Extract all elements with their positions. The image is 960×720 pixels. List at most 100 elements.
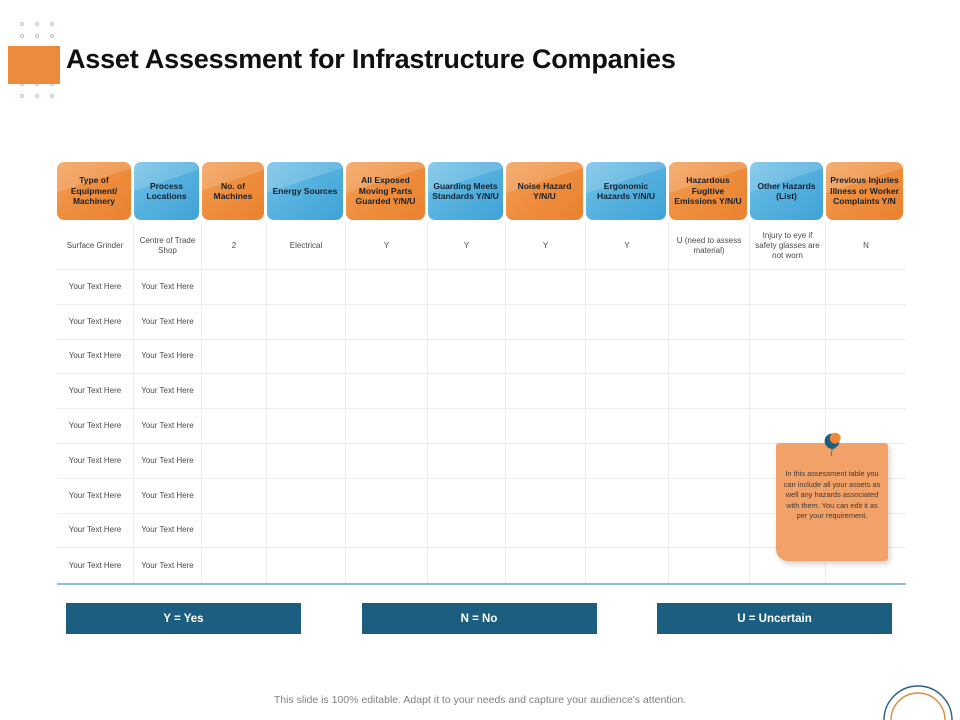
table-cell[interactable] — [346, 409, 428, 444]
table-cell[interactable] — [267, 304, 346, 340]
table-cell[interactable] — [506, 409, 586, 444]
table-cell[interactable] — [428, 270, 506, 305]
table-cell[interactable] — [267, 513, 346, 549]
table-cell[interactable] — [826, 374, 906, 410]
table-cell[interactable]: Your Text Here — [57, 478, 134, 514]
table-cell[interactable] — [826, 270, 906, 305]
table-cell[interactable] — [202, 443, 267, 479]
table-cell[interactable]: Your Text Here — [134, 548, 202, 584]
table-cell[interactable] — [506, 478, 586, 514]
table-cell[interactable] — [669, 339, 750, 375]
table-cell[interactable] — [346, 548, 428, 584]
table-cell[interactable] — [346, 513, 428, 549]
table-cell[interactable] — [750, 270, 826, 305]
table-cell[interactable] — [506, 270, 586, 305]
table-cell[interactable] — [267, 374, 346, 410]
table-cell[interactable] — [428, 374, 506, 410]
table-cell[interactable] — [346, 304, 428, 340]
table-cell[interactable] — [267, 548, 346, 584]
table-cell[interactable] — [669, 548, 750, 584]
table-cell[interactable] — [586, 374, 669, 410]
table-cell[interactable]: Y — [586, 222, 669, 270]
table-column-header[interactable]: Type of Equipment/ Machinery — [57, 162, 131, 220]
table-cell[interactable]: Your Text Here — [57, 304, 134, 340]
table-cell[interactable] — [586, 513, 669, 549]
table-cell[interactable]: Your Text Here — [134, 304, 202, 340]
table-cell[interactable]: U (need to assess material) — [669, 222, 750, 270]
table-cell[interactable] — [202, 339, 267, 375]
table-cell[interactable] — [202, 270, 267, 305]
table-cell[interactable] — [669, 270, 750, 305]
table-cell[interactable]: Your Text Here — [57, 513, 134, 549]
table-cell[interactable] — [428, 513, 506, 549]
legend-bar[interactable]: U = Uncertain — [657, 603, 892, 634]
table-cell[interactable]: Your Text Here — [134, 409, 202, 444]
table-cell[interactable]: 2 — [202, 222, 267, 270]
table-cell[interactable] — [267, 478, 346, 514]
table-cell[interactable] — [669, 513, 750, 549]
table-cell[interactable]: Your Text Here — [134, 374, 202, 410]
table-cell[interactable] — [506, 443, 586, 479]
table-column-header[interactable]: Noise Hazard Y/N/U — [506, 162, 583, 220]
table-column-header[interactable]: All Exposed Moving Parts Guarded Y/N/U — [346, 162, 425, 220]
table-cell[interactable]: Your Text Here — [57, 339, 134, 375]
table-cell[interactable]: Your Text Here — [57, 270, 134, 305]
table-cell[interactable] — [669, 374, 750, 410]
table-cell[interactable] — [202, 304, 267, 340]
table-cell[interactable] — [202, 409, 267, 444]
legend-bar[interactable]: N = No — [361, 603, 597, 634]
table-cell[interactable] — [750, 409, 826, 444]
table-cell[interactable]: Surface Grinder — [57, 222, 134, 270]
table-cell[interactable] — [428, 409, 506, 444]
table-cell[interactable] — [428, 443, 506, 479]
table-cell[interactable] — [428, 339, 506, 375]
table-column-header[interactable]: Other Hazards (List) — [750, 162, 823, 220]
table-cell[interactable] — [346, 339, 428, 375]
table-cell[interactable] — [750, 339, 826, 375]
table-cell[interactable] — [586, 409, 669, 444]
table-cell[interactable]: N — [826, 222, 906, 270]
table-cell[interactable]: Your Text Here — [57, 374, 134, 410]
table-cell[interactable]: Your Text Here — [134, 443, 202, 479]
table-cell[interactable] — [428, 304, 506, 340]
table-cell[interactable]: Your Text Here — [134, 339, 202, 375]
table-cell[interactable] — [506, 339, 586, 375]
table-cell[interactable] — [267, 409, 346, 444]
table-cell[interactable] — [586, 270, 669, 305]
table-cell[interactable] — [346, 374, 428, 410]
table-cell[interactable] — [586, 304, 669, 340]
table-column-header[interactable]: Energy Sources — [267, 162, 343, 220]
table-cell[interactable] — [506, 374, 586, 410]
table-column-header[interactable]: Process Locations — [134, 162, 199, 220]
table-cell[interactable] — [346, 478, 428, 514]
table-cell[interactable] — [669, 409, 750, 444]
table-cell[interactable] — [506, 548, 586, 584]
table-cell[interactable]: Your Text Here — [57, 548, 134, 584]
table-cell[interactable] — [202, 478, 267, 514]
table-cell[interactable] — [202, 548, 267, 584]
table-cell[interactable] — [586, 443, 669, 479]
table-column-header[interactable]: Ergonomic Hazards Y/N/U — [586, 162, 666, 220]
table-cell[interactable]: Centre of Trade Shop — [134, 222, 202, 270]
table-cell[interactable]: Y — [346, 222, 428, 270]
table-cell[interactable]: Y — [428, 222, 506, 270]
table-column-header[interactable]: Guarding Meets Standards Y/N/U — [428, 162, 503, 220]
table-cell[interactable] — [346, 270, 428, 305]
table-cell[interactable] — [267, 443, 346, 479]
table-cell[interactable] — [586, 339, 669, 375]
table-cell[interactable] — [750, 374, 826, 410]
legend-bar[interactable]: Y = Yes — [66, 603, 301, 634]
table-column-header[interactable]: Previous Injuries Illness or Worker Comp… — [826, 162, 903, 220]
table-cell[interactable] — [586, 548, 669, 584]
table-cell[interactable] — [669, 478, 750, 514]
table-cell[interactable] — [669, 304, 750, 340]
table-cell[interactable] — [506, 513, 586, 549]
table-cell[interactable]: Injury to eye if safety glasses are not … — [750, 222, 826, 270]
table-cell[interactable] — [750, 548, 826, 584]
table-cell[interactable] — [346, 443, 428, 479]
table-cell[interactable] — [750, 304, 826, 340]
table-cell[interactable] — [826, 305, 906, 340]
table-cell[interactable] — [202, 374, 267, 410]
table-cell[interactable]: Your Text Here — [57, 443, 134, 479]
table-cell[interactable]: Your Text Here — [134, 270, 202, 305]
